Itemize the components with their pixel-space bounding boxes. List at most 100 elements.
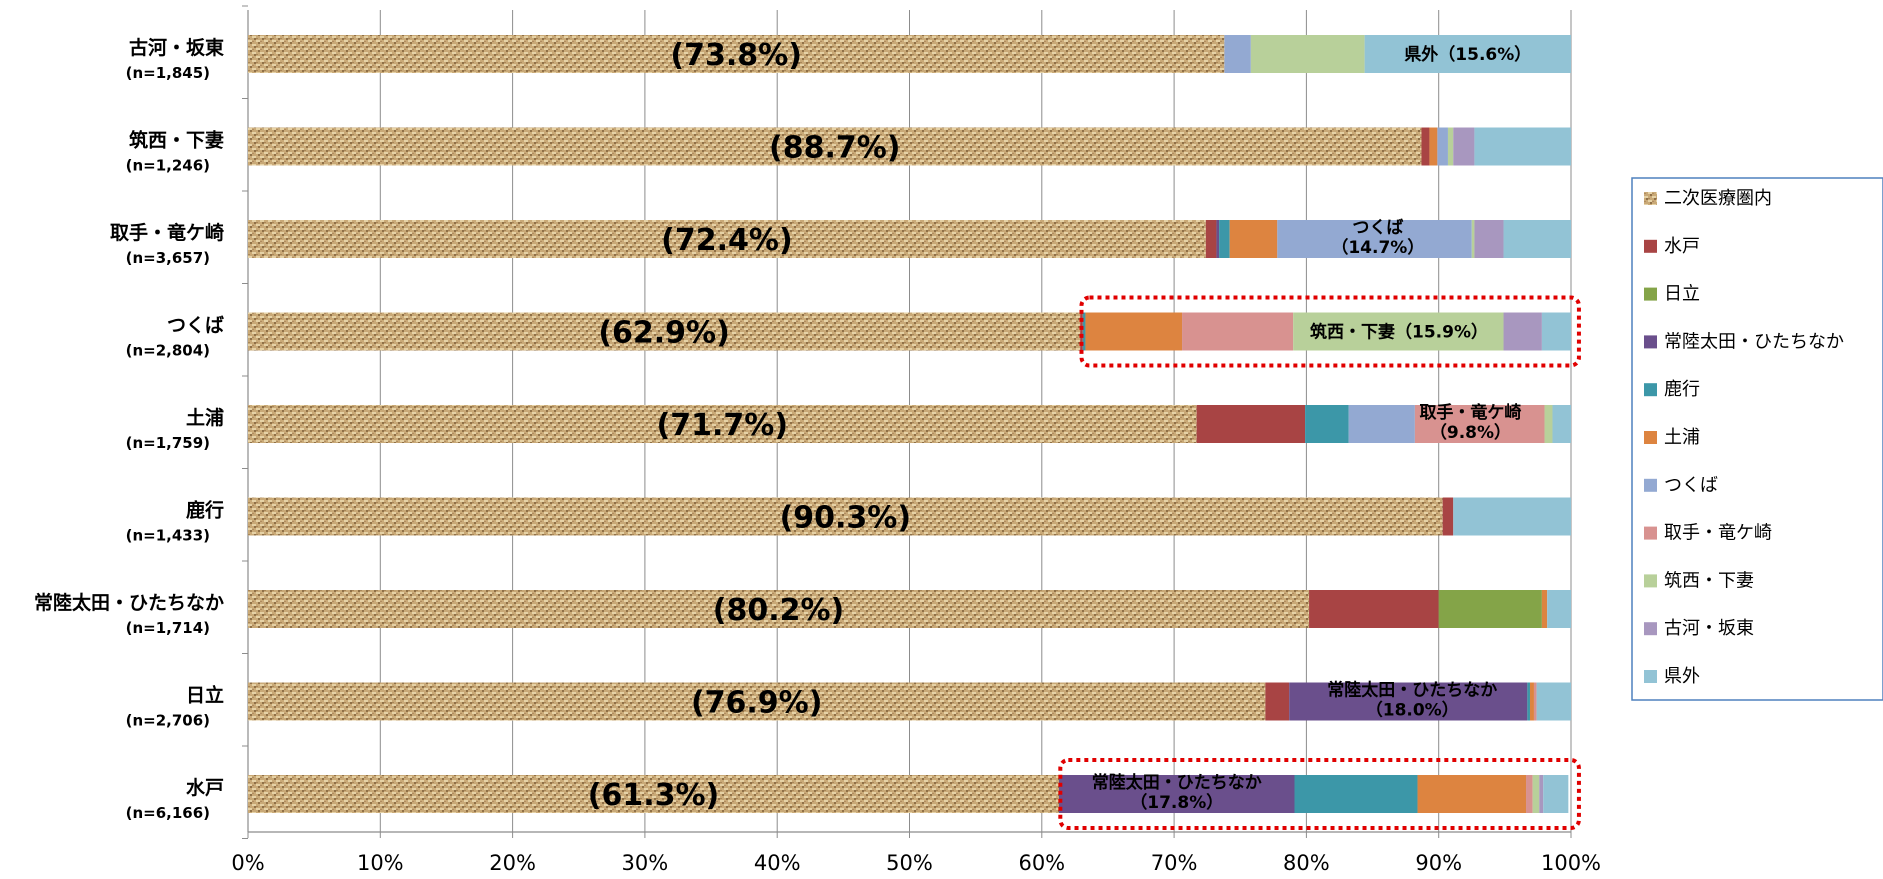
bar-segment xyxy=(1541,312,1571,351)
legend-swatch xyxy=(1644,478,1657,492)
category-n-label: (n=2,706) xyxy=(126,712,210,730)
bar-segment xyxy=(1289,682,1528,721)
legend-label: 常陸太田・ひたちなか xyxy=(1664,331,1844,352)
legend-swatch xyxy=(1644,670,1657,683)
bar-segment xyxy=(248,35,1225,73)
legend-swatch xyxy=(1644,239,1657,253)
category-n-label: (n=6,166) xyxy=(126,804,210,822)
legend-frame xyxy=(1631,177,1883,701)
bar-segment xyxy=(1294,775,1418,813)
bar-segment xyxy=(1471,220,1475,258)
data-label: (80.2%) xyxy=(713,593,845,628)
bar-segment xyxy=(1229,220,1278,258)
bar-segment xyxy=(1547,590,1571,628)
data-label: (88.7%) xyxy=(769,131,901,166)
category-n-label: (n=2,804) xyxy=(126,342,210,360)
segment-annotation: 県外（15.6%） xyxy=(1404,44,1531,65)
bar-segment xyxy=(1474,127,1571,166)
bar-segment xyxy=(1437,127,1448,166)
category-label: つくば xyxy=(167,315,224,337)
legend-swatch xyxy=(1644,287,1657,301)
data-label: (72.4%) xyxy=(661,223,793,258)
bar-segment xyxy=(1224,35,1251,73)
category-n-label: (n=1,246) xyxy=(126,157,210,175)
legend-swatch xyxy=(1644,192,1657,205)
bar-segment xyxy=(1250,35,1365,73)
bar-segment xyxy=(1503,312,1542,351)
x-tick-label: 30% xyxy=(622,851,669,875)
segment-annotation: （9.8%） xyxy=(1430,422,1511,443)
category-label: 土浦 xyxy=(186,406,224,429)
data-label: (90.3%) xyxy=(780,501,912,536)
bar-segment xyxy=(1277,220,1472,258)
bar-segment xyxy=(248,127,1422,166)
legend-label: 鹿行 xyxy=(1664,379,1700,400)
legend-label: 日立 xyxy=(1664,284,1700,305)
x-tick-label: 40% xyxy=(754,851,801,875)
x-tick-label: 80% xyxy=(1283,851,1330,875)
legend-swatch xyxy=(1644,335,1657,349)
x-tick-label: 100% xyxy=(1541,851,1601,875)
category-n-label: (n=3,657) xyxy=(126,249,210,267)
segment-annotation: （14.7%） xyxy=(1331,237,1424,258)
label-layer: 古河・坂東 (n=1,845) (73.8%) 筑西・下妻 (n=1,246) (88.7… xyxy=(34,36,1581,830)
bar-segment xyxy=(1305,405,1349,443)
category-n-label: (n=1,759) xyxy=(126,434,210,452)
bar-segment xyxy=(1421,127,1430,166)
bar-segment xyxy=(248,682,1266,721)
segment-annotation: つくば xyxy=(1352,218,1403,238)
legend-label: つくば xyxy=(1664,475,1718,496)
data-label: (71.7%) xyxy=(657,408,789,443)
x-tick-label: 10% xyxy=(357,851,404,875)
highlight-box xyxy=(1058,758,1581,830)
data-label: (76.9%) xyxy=(691,686,823,721)
bar-segment xyxy=(1293,312,1504,351)
bar-segment xyxy=(1348,405,1415,443)
bar-segment xyxy=(1447,127,1454,166)
bar-segment xyxy=(248,590,1310,628)
category-label: 鹿行 xyxy=(186,499,224,522)
category-label: 取手・竜ケ崎 xyxy=(110,221,224,244)
segment-annotation: 常陸太田・ひたちなか xyxy=(1092,772,1262,793)
bar-segment xyxy=(1453,497,1571,536)
axis-layer: 0% 10% 20% 30% 40% 50% 60% 70% 80% 90% 100% xyxy=(231,5,1601,875)
x-tick-label: 20% xyxy=(489,851,536,875)
legend: 二次医療圏内水戸日立常陸太田・ひたちなか鹿行土浦つくば取手・竜ケ崎筑西・下妻古河… xyxy=(1631,177,1883,701)
segment-annotation: 常陸太田・ひたちなか xyxy=(1327,680,1497,701)
category-n-label: (n=1,433) xyxy=(126,527,210,545)
bar-segment xyxy=(1552,405,1571,443)
bar-segment xyxy=(1438,590,1542,628)
bar-segment xyxy=(1453,127,1475,166)
bar-segment xyxy=(1526,775,1533,813)
bar-segment xyxy=(1082,312,1086,351)
bar-segment xyxy=(248,497,1443,536)
legend-swatch xyxy=(1644,526,1657,540)
bar-segment xyxy=(1216,220,1220,258)
bar-segment xyxy=(1429,127,1438,166)
bar-segment xyxy=(1205,220,1217,258)
bar-segment xyxy=(1543,775,1569,813)
bar-segment xyxy=(248,312,1081,351)
data-label: (73.8%) xyxy=(670,38,802,73)
bar-segment xyxy=(1414,405,1545,443)
bar-segment xyxy=(248,220,1206,258)
bar-segment xyxy=(1309,590,1439,628)
legend-swatch xyxy=(1644,431,1657,444)
legend-swatch xyxy=(1644,574,1657,588)
legend-swatch xyxy=(1644,622,1657,636)
segment-annotation: （18.0%） xyxy=(1366,700,1459,721)
bar-segment xyxy=(1058,775,1295,813)
x-tick-label: 60% xyxy=(1018,851,1065,875)
highlight-box xyxy=(1079,295,1581,368)
legend-label: 二次医療圏内 xyxy=(1664,188,1772,209)
segment-annotation: （17.8%） xyxy=(1130,792,1223,813)
x-tick-label: 0% xyxy=(231,851,264,875)
category-n-label: (n=1,714) xyxy=(126,619,210,637)
legend-label: 土浦 xyxy=(1664,427,1700,448)
legend-label: 筑西・下妻 xyxy=(1664,570,1754,591)
bar-segment xyxy=(1503,220,1571,258)
legend-label: 取手・竜ケ崎 xyxy=(1664,523,1772,544)
bar-segment xyxy=(1265,682,1290,721)
x-tick-label: 70% xyxy=(1151,851,1198,875)
bar-segment xyxy=(1529,682,1534,721)
